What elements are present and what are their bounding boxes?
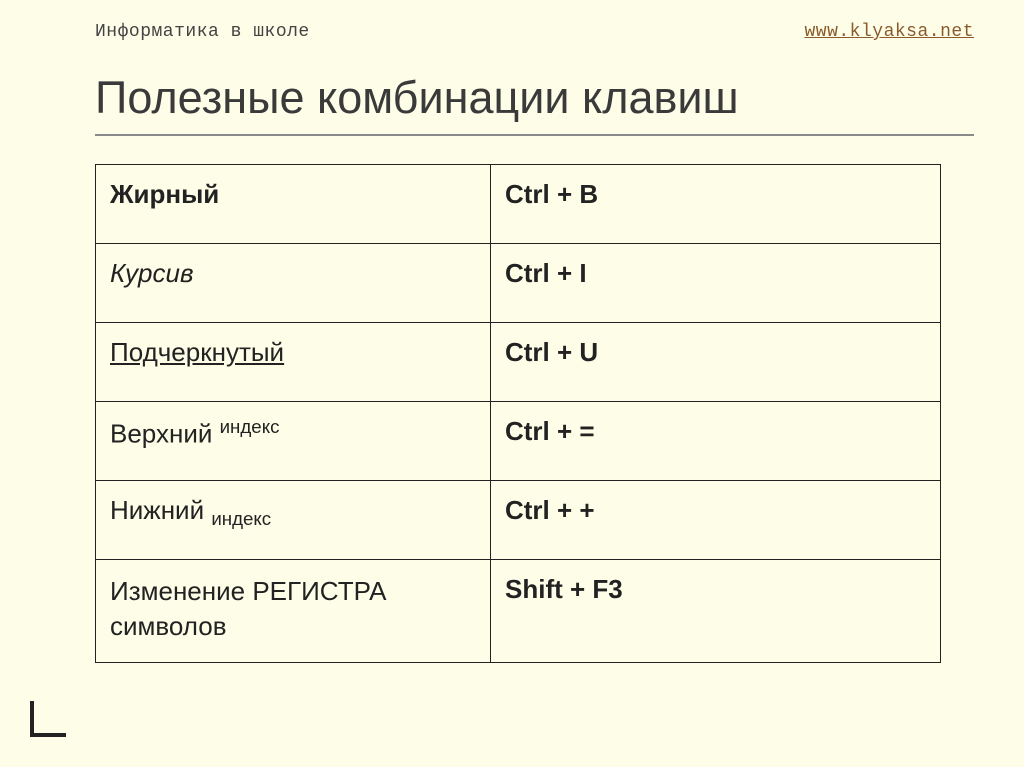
format-label: Подчеркнутый [110,337,284,367]
format-label: Верхний [110,419,220,449]
format-label: Жирный [110,179,219,209]
page-title: Полезные комбинации клавиш [95,72,974,124]
header-left: Информатика в школе [95,22,310,42]
shortcut-cell: Shift + F3 [491,560,941,663]
shortcuts-table: Жирный Ctrl + B Курсив Ctrl + I Подчеркн… [95,164,941,663]
shortcut-cell: Ctrl + + [491,481,941,560]
format-label-extra: индекс [211,508,271,529]
shortcut-cell: Ctrl + B [491,165,941,244]
format-cell: Подчеркнутый [96,323,491,402]
header-link[interactable]: www.klyaksa.net [804,22,974,42]
format-cell: Изменение РЕГИСТРА символов [96,560,491,663]
table-row: Нижний индекс Ctrl + + [96,481,941,560]
table-row: Изменение РЕГИСТРА символов Shift + F3 [96,560,941,663]
shortcut-cell: Ctrl + I [491,244,941,323]
table-row: Подчеркнутый Ctrl + U [96,323,941,402]
slide-header: Информатика в школе www.klyaksa.net [95,22,974,42]
corner-decoration [30,701,66,737]
table-row: Курсив Ctrl + I [96,244,941,323]
format-cell: Верхний индекс [96,402,491,481]
format-cell: Жирный [96,165,491,244]
format-label: Курсив [110,258,194,288]
format-label-extra: индекс [220,416,280,437]
format-label: Изменение РЕГИСТРА символов [110,576,387,641]
format-cell: Курсив [96,244,491,323]
table-row: Верхний индекс Ctrl + = [96,402,941,481]
shortcut-cell: Ctrl + U [491,323,941,402]
format-cell: Нижний индекс [96,481,491,560]
slide: Информатика в школе www.klyaksa.net Поле… [0,0,1024,767]
format-label: Нижний [110,495,211,525]
table-row: Жирный Ctrl + B [96,165,941,244]
shortcut-cell: Ctrl + = [491,402,941,481]
title-underline [95,134,974,136]
